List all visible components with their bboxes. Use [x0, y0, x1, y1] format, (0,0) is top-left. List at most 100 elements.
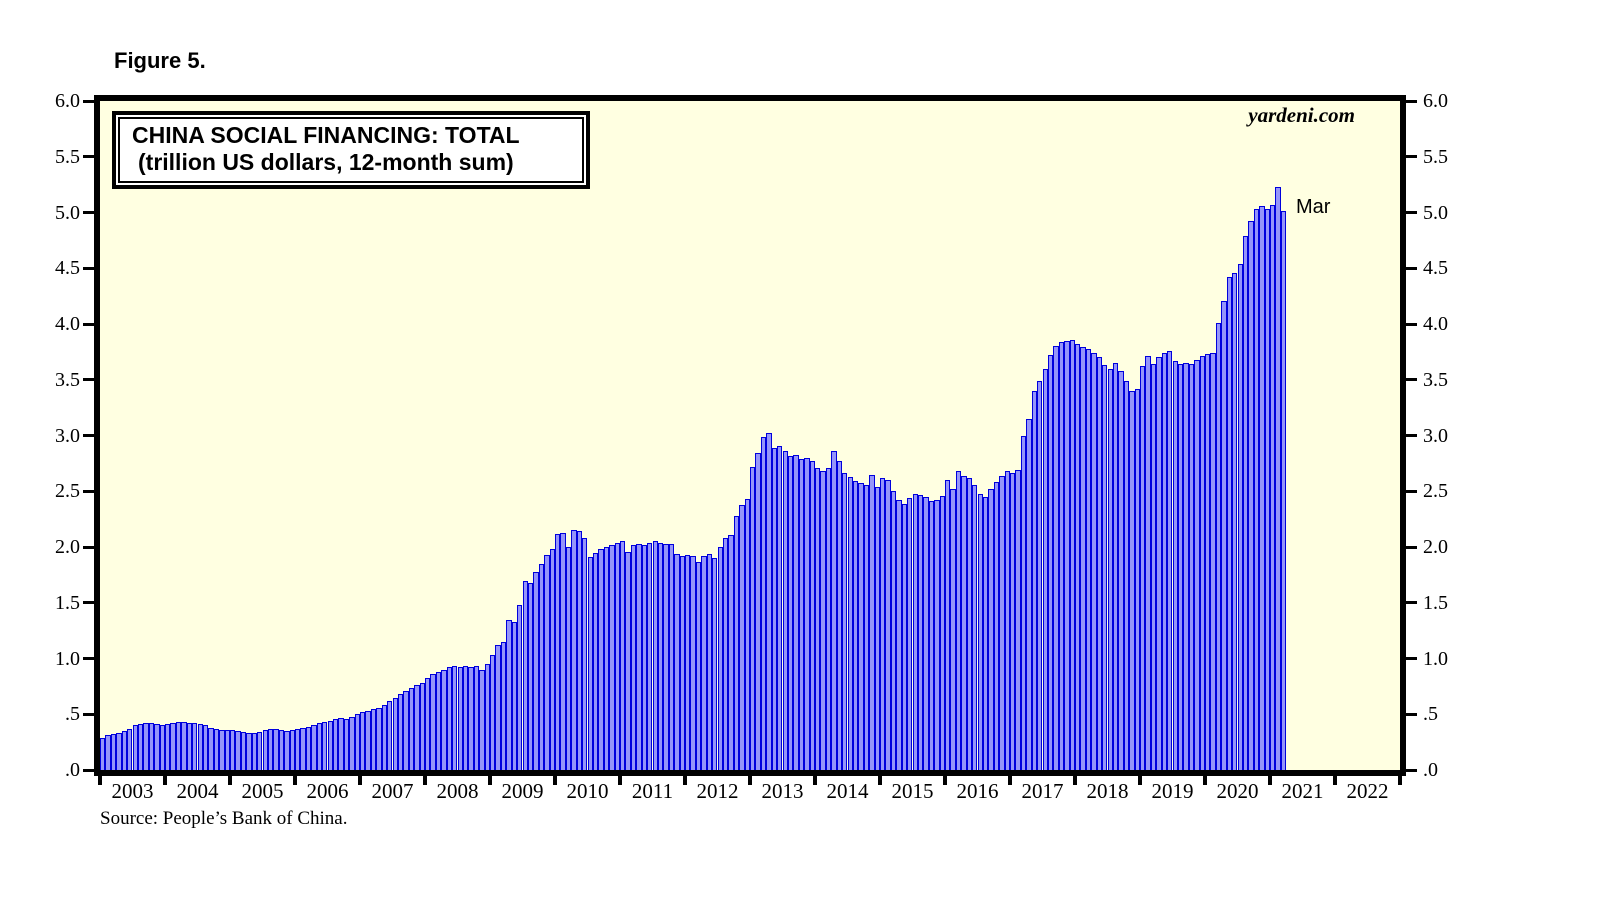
bar [739, 504, 745, 770]
bar [533, 571, 539, 770]
bar [1172, 360, 1178, 770]
bar [685, 554, 691, 770]
bar [766, 433, 772, 770]
bar [435, 671, 442, 770]
bar [885, 480, 891, 770]
x-year-label: 2015 [891, 779, 934, 803]
bar [273, 728, 279, 770]
y-tick-label-left: 2.5 [55, 480, 80, 503]
chart-title-box-inner: CHINA SOCIAL FINANCING: TOTAL (trillion … [118, 117, 584, 183]
x-axis-tick [1203, 770, 1207, 785]
bar [473, 666, 480, 770]
chart-subtitle: (trillion US dollars, 12-month sum) [138, 149, 514, 175]
y-tick-label-right: 4.5 [1423, 257, 1448, 280]
x-axis-tick [683, 770, 687, 785]
y-axis-tick-left [83, 155, 95, 159]
y-axis-tick-left [83, 657, 95, 660]
bar [392, 697, 398, 770]
bar [1118, 370, 1124, 770]
x-axis-tick [553, 770, 557, 785]
x-axis-tick [488, 770, 492, 785]
bar [376, 707, 382, 770]
bar [798, 458, 805, 770]
bar [170, 723, 176, 770]
x-year-label: 2014 [826, 779, 869, 803]
bar [549, 549, 555, 770]
y-axis-tick-right [1405, 712, 1417, 716]
y-axis-tick-right [1405, 657, 1417, 660]
bar [582, 538, 588, 770]
y-axis-tick-right [1405, 489, 1417, 493]
y-tick-label-left: .0 [65, 759, 80, 781]
figure-label: Figure 5. [114, 48, 206, 73]
x-axis-tick [748, 770, 752, 785]
y-tick-label-left: 5.5 [55, 145, 80, 168]
bar [121, 731, 128, 770]
bar [657, 542, 664, 770]
y-axis-tick-left [83, 545, 95, 549]
bar [1107, 368, 1113, 770]
x-axis-tick [163, 770, 167, 785]
bar [1221, 300, 1227, 770]
bar [1167, 350, 1173, 770]
bar [706, 553, 713, 770]
bar [836, 461, 843, 770]
bar [620, 541, 626, 770]
bar [1194, 359, 1200, 770]
bar [999, 475, 1005, 770]
bar [869, 474, 875, 770]
bar [511, 621, 518, 770]
bar [1112, 363, 1119, 770]
x-year-label: 2003 [111, 779, 154, 803]
bar [1156, 357, 1162, 770]
bar [1053, 346, 1059, 770]
x-year-label: 2004 [176, 779, 219, 803]
y-axis-tick-right [1405, 768, 1417, 772]
bar [1183, 363, 1189, 770]
bar [950, 489, 956, 770]
bar [165, 724, 171, 770]
bar [316, 723, 323, 770]
bar [609, 544, 615, 770]
bar [636, 543, 642, 770]
bar [1188, 364, 1195, 770]
bar [1205, 354, 1211, 770]
bar [1177, 364, 1184, 770]
bar [397, 694, 404, 770]
bar [419, 683, 425, 770]
bar [305, 726, 312, 770]
bar [1237, 263, 1243, 770]
y-axis-tick-right [1405, 601, 1417, 605]
y-tick-label-right: 3.0 [1423, 424, 1448, 447]
source-note: Source: People’s Bank of China. [100, 808, 348, 829]
bar [815, 467, 821, 770]
y-axis-tick-left [83, 601, 95, 605]
x-year-label: 2016 [956, 779, 999, 803]
y-tick-label-left: 1.0 [55, 647, 80, 670]
bar [1242, 235, 1249, 770]
bar [175, 722, 182, 770]
bar [1275, 186, 1281, 770]
x-year-label: 2005 [241, 779, 284, 803]
y-axis-tick-left [83, 266, 95, 270]
bar [1064, 340, 1070, 770]
x-year-label: 2008 [436, 779, 479, 803]
x-year-label: 2006 [306, 779, 349, 803]
y-axis-tick-right [1405, 99, 1417, 103]
bar [652, 541, 658, 770]
bar [132, 725, 138, 770]
bar [262, 729, 268, 770]
bar [760, 436, 767, 770]
bar [322, 722, 328, 770]
bar [1253, 209, 1260, 770]
y-tick-label-right: 4.0 [1423, 313, 1448, 335]
bar [289, 729, 295, 770]
bar [1199, 356, 1205, 770]
y-tick-label-left: 1.5 [55, 591, 80, 614]
y-tick-label-left: .5 [65, 703, 80, 726]
bar [907, 497, 913, 770]
x-axis-tick [1333, 770, 1337, 785]
bar [213, 728, 220, 770]
y-tick-label-left: 3.0 [55, 424, 80, 447]
bar [625, 551, 631, 770]
